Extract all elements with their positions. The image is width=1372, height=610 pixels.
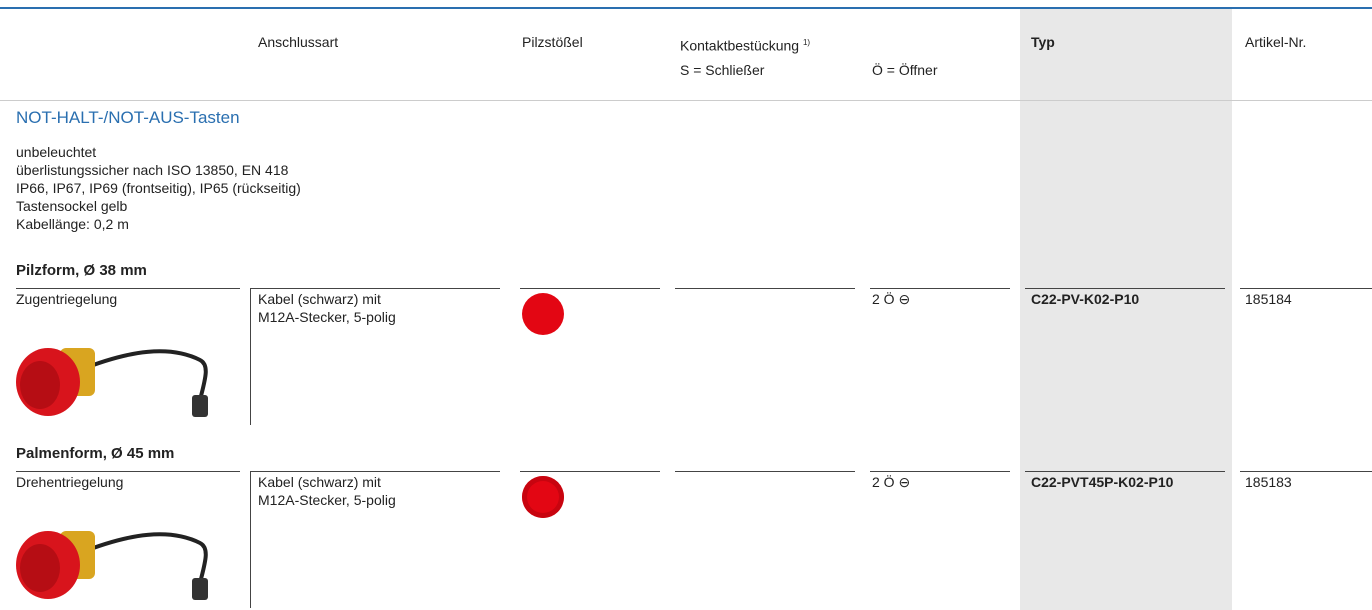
connection: Kabel (schwarz) mit [258,291,381,307]
type-code: C22-PV-K02-P10 [1031,291,1140,307]
description-line: überlistungssicher nach ISO 13850, EN 41… [16,162,289,178]
actuator-icon [522,476,564,518]
description-line: IP66, IP67, IP69 (frontseitig), IP65 (rü… [16,180,301,196]
cell-rule [520,471,660,472]
connection: Kabel (schwarz) mit [258,474,381,490]
contacts: 2 Ö ⊖ [872,474,911,490]
group-title: Pilzform, Ø 38 mm [16,262,147,279]
description-line: unbeleuchtet [16,144,97,160]
group-title: Palmenform, Ø 45 mm [16,445,175,462]
footnote-mark: 1) [802,38,811,47]
header-rule [0,100,1372,101]
cell-rule [520,288,660,289]
cell-rule [1025,288,1225,289]
cell-rule [675,288,855,289]
article-number: 185184 [1245,291,1292,307]
typ-column-bg [1020,8,1232,610]
release-type: Zugentriegelung [16,291,118,307]
connection: M12A-Stecker, 5-polig [258,309,396,325]
cell-divider [250,288,251,425]
cell-rule [16,471,240,472]
article-number: 185183 [1245,474,1292,490]
cell-rule [250,288,500,289]
actuator-icon [522,293,564,335]
cell-rule [675,471,855,472]
cell-rule [1025,471,1225,472]
cell-divider [250,471,251,608]
cell-rule [1240,288,1372,289]
cell-rule [16,288,240,289]
product-image [16,531,208,600]
section-title: NOT-HALT-/NOT-AUS-Tasten [16,108,240,127]
contact-type: S = Schließer [680,62,765,78]
column-header: Anschlussart [258,34,339,50]
contact-type: Ö = Öffner [872,62,938,78]
top-rule [0,7,1372,9]
cell-rule [250,471,500,472]
release-type: Drehentriegelung [16,474,124,490]
column-header: Artikel-Nr. [1245,34,1307,50]
connection: M12A-Stecker, 5-polig [258,492,396,508]
type-code: C22-PVT45P-K02-P10 [1031,474,1174,490]
column-header: Pilzstößel [522,34,583,50]
cell-rule [870,288,1010,289]
product-image [16,348,208,417]
column-header-text: Kontaktbestückung [680,37,800,54]
cell-rule [1240,471,1372,472]
column-header: Kontaktbestückung 1) [680,34,810,55]
description-line: Kabellänge: 0,2 m [16,216,129,232]
description-line: Tastensockel gelb [16,198,128,214]
contacts: 2 Ö ⊖ [872,291,911,307]
cell-rule [870,471,1010,472]
column-header: Typ [1031,34,1055,50]
